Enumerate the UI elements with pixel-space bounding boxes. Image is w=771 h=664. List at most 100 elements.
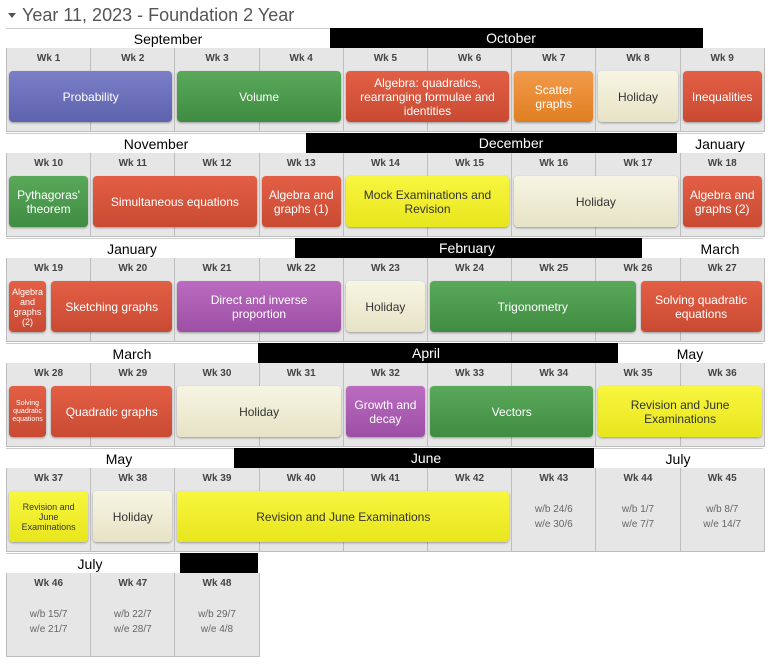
week-label: Wk 47	[118, 578, 148, 589]
week-cell[interactable]: Wk 46 w/b 15/7 w/e 21/7	[6, 573, 92, 657]
week-label: Wk 1	[36, 53, 61, 64]
topic-revision-and-june-examinations[interactable]: Revision and June Examinations	[177, 491, 510, 542]
week-cell[interactable]: Wk 47 w/b 22/7 w/e 28/7	[90, 573, 176, 657]
month-label: January	[107, 240, 157, 257]
topic-algebra-and-graphs-2[interactable]: Algebra and graphs (2)	[682, 176, 762, 227]
week-cell[interactable]: Wk 45 w/b 8/7 w/e 14/7	[679, 468, 765, 552]
topic-holiday[interactable]: Holiday	[514, 176, 678, 227]
topic-holiday[interactable]: Holiday	[598, 71, 678, 122]
topic-holiday[interactable]: Holiday	[177, 386, 341, 437]
topic-label: graphs (2)	[694, 201, 750, 216]
week-label: Wk 16	[539, 158, 569, 169]
topic-holiday[interactable]: Holiday	[93, 491, 173, 542]
topic-quadratic-graphs[interactable]: Quadratic graphs	[51, 386, 173, 437]
topic-pythagoras-theorem[interactable]: Pythagoras' theorem	[9, 176, 89, 227]
topic-holiday[interactable]: Holiday	[345, 281, 425, 332]
topic-label: equations	[675, 306, 728, 321]
topic-revision-and-june-examinations[interactable]: Revision and June Examinations	[9, 491, 89, 542]
week-beginning: w/b 15/7	[29, 609, 68, 620]
topic-label: equations	[12, 415, 43, 423]
week-label: Wk 18	[707, 158, 737, 169]
topic-label: Algebra	[12, 286, 44, 297]
week-label: Wk 2	[121, 53, 145, 64]
month-label: March	[700, 240, 740, 257]
topic-probability[interactable]: Probability	[9, 71, 173, 122]
topic-label: Direct and inverse	[210, 292, 308, 307]
topic-solving-quadratic-equations[interactable]: Solving quadratic equations	[640, 281, 762, 332]
topic-sketching-graphs[interactable]: Sketching graphs	[51, 281, 173, 332]
month-band-november: November	[6, 133, 306, 153]
topic-volume[interactable]: Volume	[177, 71, 341, 122]
month-band-december: December	[306, 133, 677, 153]
topic-algebra-and-graphs-1[interactable]: Algebra and graphs (1)	[261, 176, 341, 227]
topic-inequalities[interactable]: Inequalities	[682, 71, 762, 122]
month-label: November	[123, 135, 189, 152]
month-label: December	[478, 135, 544, 151]
topic-algebra-and-graphs-2[interactable]: Algebra and graphs (2)	[9, 281, 47, 332]
topic-label: Algebra and	[689, 187, 755, 202]
month-band-march: March	[642, 238, 763, 258]
topic-label: Examinations	[21, 521, 76, 532]
plan-title-toggle[interactable]: Year 11, 2023 - Foundation 2 Year	[8, 4, 294, 26]
month-band-may: May	[6, 448, 234, 468]
topic-label: and	[20, 296, 36, 307]
month-band-june: June	[234, 448, 594, 468]
topic-mock-examinations-and-revision[interactable]: Mock Examinations and Revision	[345, 176, 510, 227]
topic-label: Volume	[239, 89, 280, 104]
month-band-july: July	[6, 553, 180, 573]
topic-solving-quadratic-equations[interactable]: Solving quadratic equations	[9, 386, 47, 437]
topic-trigonometry[interactable]: Trigonometry	[430, 281, 636, 332]
week-label: Wk 38	[118, 473, 148, 484]
topic-label: Scatter	[534, 82, 573, 97]
month-label: March	[112, 345, 152, 362]
week-cell[interactable]: Wk 44 w/b 1/7 w/e 7/7	[595, 468, 681, 552]
topic-revision-and-june-examinations[interactable]: Revision and June Examinations	[598, 386, 762, 437]
month-band-april: April	[258, 343, 618, 363]
caret-down-icon	[8, 12, 16, 18]
week-label: Wk 10	[34, 158, 64, 169]
week-label: Wk 20	[118, 263, 148, 274]
topic-label: Holiday	[575, 194, 616, 209]
week-ending: w/e 4/8	[200, 624, 234, 635]
week-beginning: w/b 24/6	[534, 504, 573, 515]
week-label: Wk 7	[542, 53, 566, 64]
topic-label: Quadratic graphs	[65, 404, 158, 419]
topic-label: proportion	[232, 306, 287, 321]
week-ending: w/e 30/6	[534, 519, 573, 530]
week-label: Wk 22	[286, 263, 316, 274]
topic-label: decay	[369, 411, 402, 426]
month-label: May	[105, 450, 133, 467]
week-label: Wk 42	[455, 473, 485, 484]
week-label: Wk 24	[455, 263, 485, 274]
month-label: February	[438, 240, 496, 256]
topic-label: Algebra: quadratics,	[374, 75, 481, 90]
week-label: Wk 40	[286, 473, 316, 484]
topic-label: Vectors	[491, 404, 532, 419]
topic-growth-and-decay[interactable]: Growth and decay	[345, 386, 425, 437]
week-dates: w/b 15/7 w/e 21/7	[7, 607, 90, 637]
page-title: Year 11, 2023 - Foundation 2 Year	[22, 4, 295, 25]
week-label: Wk 48	[202, 578, 232, 589]
week-dates: w/b 24/6 w/e 30/6	[512, 502, 595, 532]
week-cell[interactable]: Wk 48 w/b 29/7 w/e 4/8	[174, 573, 260, 657]
topic-scatter-graphs[interactable]: Scatter graphs	[514, 71, 594, 122]
topic-algebra-quadratics-rearranging-formulae-and-identities[interactable]: Algebra: quadratics, rearranging formulae…	[345, 71, 510, 122]
week-label: Wk 37	[34, 473, 64, 484]
week-label: Wk 32	[370, 368, 400, 379]
month-band-march: March	[6, 343, 258, 363]
topic-direct-and-inverse-proportion[interactable]: Direct and inverse proportion	[177, 281, 341, 332]
week-label: Wk 31	[286, 368, 316, 379]
week-label: Wk 19	[34, 263, 64, 274]
topic-label: graphs	[535, 96, 573, 111]
week-label: Wk 11	[118, 158, 147, 169]
topic-simultaneous-equations[interactable]: Simultaneous equations	[93, 176, 257, 227]
topic-label: graphs (1)	[273, 201, 329, 216]
week-cell[interactable]: Wk 43 w/b 24/6 w/e 30/6	[511, 468, 597, 552]
week-label: Wk 46	[34, 578, 64, 589]
month-band-may: May	[618, 343, 763, 363]
week-label: Wk 39	[202, 473, 232, 484]
week-label: Wk 27	[707, 263, 737, 274]
week-label: Wk 17	[623, 158, 653, 169]
topic-vectors[interactable]: Vectors	[430, 386, 594, 437]
week-dates: w/b 29/7 w/e 4/8	[175, 607, 258, 637]
